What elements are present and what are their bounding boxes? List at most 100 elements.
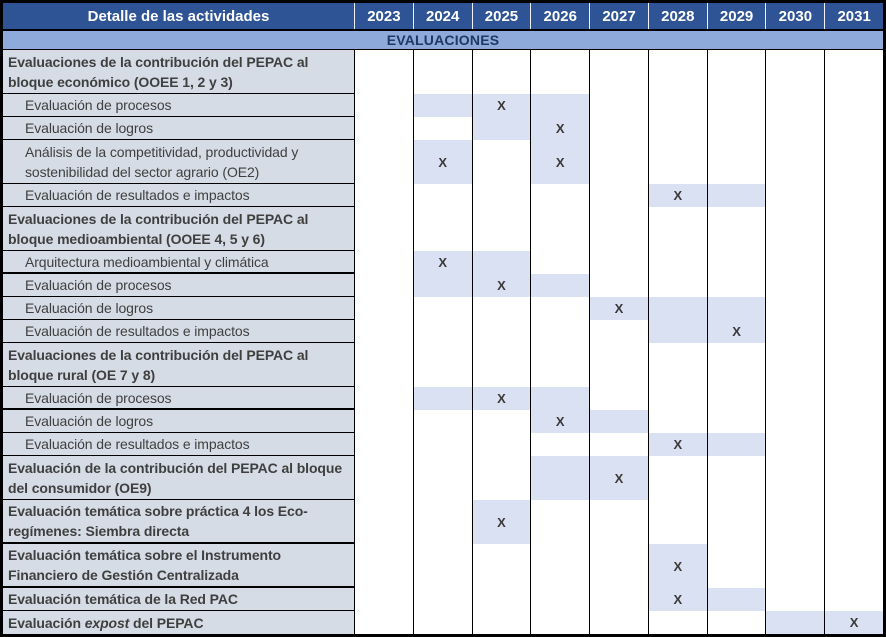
- gantt-cell-2029: [707, 343, 767, 387]
- gantt-cell-2023: [355, 500, 414, 544]
- gantt-cell-2028: [648, 410, 708, 433]
- gantt-cell-2029: [707, 410, 767, 433]
- gantt-cell-2023: [355, 387, 414, 410]
- table-row: Evaluación de procesos X: [3, 274, 883, 297]
- section-band-evaluaciones: EVALUACIONES: [3, 31, 883, 50]
- milestone-x-mark: X: [497, 278, 506, 293]
- gantt-cell-2028: [648, 343, 708, 387]
- gantt-cell-2026: [531, 456, 591, 500]
- milestone-x-mark: X: [497, 391, 506, 406]
- milestone-x-mark: X: [438, 154, 447, 170]
- gantt-cell-2031: [825, 433, 883, 456]
- gantt-cell-2024: X: [413, 140, 473, 184]
- table-header-row: Detalle de las actividades 2023 2024 202…: [3, 3, 883, 31]
- gantt-cell-2030: [766, 588, 826, 611]
- gantt-cell-2027: [590, 387, 649, 410]
- gantt-cell-2027: [590, 50, 649, 94]
- gantt-cell-2031: [825, 544, 883, 588]
- gantt-cell-2025: [472, 140, 532, 184]
- gantt-cell-2023: [355, 433, 414, 456]
- gantt-cell-2028: [648, 387, 708, 410]
- gantt-cell-2023: [355, 297, 414, 320]
- gantt-cell-2026: [531, 184, 591, 207]
- gantt-cell-2031: X: [825, 611, 883, 634]
- gantt-cell-2030: [766, 274, 826, 297]
- gantt-cell-2028: [648, 297, 708, 320]
- gantt-cell-2030: [766, 207, 826, 251]
- gantt-cell-2029: [707, 207, 767, 251]
- gantt-cell-2030: [766, 50, 826, 94]
- gantt-cell-2026: [531, 500, 591, 544]
- gantt-cell-2023: [355, 274, 414, 297]
- row-label: Evaluación de procesos: [3, 274, 355, 297]
- gantt-cell-2025: [472, 544, 532, 588]
- gantt-cell-2026: [531, 297, 591, 320]
- year-header-2024: 2024: [414, 3, 473, 29]
- gantt-cell-2026: [531, 94, 591, 117]
- gantt-cell-2025: X: [472, 500, 532, 544]
- gantt-cell-2030: [766, 387, 826, 410]
- gantt-cell-2028: X: [648, 433, 708, 456]
- gantt-cell-2026: [531, 588, 591, 611]
- year-header-2030: 2030: [766, 3, 826, 29]
- gantt-cell-2025: [472, 297, 532, 320]
- gantt-cell-2026: [531, 251, 591, 274]
- gantt-cell-2031: [825, 50, 883, 94]
- gantt-cell-2031: [825, 207, 883, 251]
- gantt-cell-2025: [472, 50, 532, 94]
- gantt-cell-2028: [648, 251, 708, 274]
- gantt-cell-2027: [590, 274, 649, 297]
- gantt-cell-2025: [472, 251, 532, 274]
- gantt-cell-2031: [825, 588, 883, 611]
- gantt-cell-2030: [766, 544, 826, 588]
- milestone-x-mark: X: [497, 98, 506, 113]
- milestone-x-mark: X: [673, 437, 683, 452]
- gantt-cell-2031: [825, 320, 883, 343]
- gantt-cell-2031: [825, 117, 883, 140]
- year-header-2025: 2025: [473, 3, 532, 29]
- gantt-cell-2025: X: [472, 94, 532, 117]
- gantt-cell-2025: X: [472, 274, 532, 297]
- table-row: Evaluaciones de la contribución del PEPA…: [3, 207, 883, 251]
- gantt-cell-2029: [707, 387, 767, 410]
- gantt-cell-2030: [766, 456, 826, 500]
- gantt-cell-2024: [413, 433, 473, 456]
- gantt-cell-2027: X: [590, 297, 649, 320]
- gantt-cell-2028: X: [648, 588, 708, 611]
- gantt-cell-2025: [472, 433, 532, 456]
- gantt-cell-2031: [825, 456, 883, 500]
- gantt-cell-2029: [707, 544, 767, 588]
- gantt-cell-2029: [707, 588, 767, 611]
- gantt-cell-2027: X: [590, 456, 649, 500]
- gantt-cell-2029: [707, 117, 767, 140]
- row-label: Análisis de la competitividad, productiv…: [3, 140, 355, 184]
- gantt-cell-2023: [355, 184, 414, 207]
- gantt-cell-2029: [707, 184, 767, 207]
- table-row: Evaluación de procesos X: [3, 94, 883, 117]
- gantt-cell-2026: [531, 50, 591, 94]
- gantt-cell-2024: [413, 500, 473, 544]
- year-header-2029: 2029: [708, 3, 767, 29]
- gantt-cell-2026: X: [531, 140, 591, 184]
- gantt-cell-2031: [825, 410, 883, 433]
- row-label: Evaluación de procesos: [3, 387, 355, 410]
- table-row: Evaluaciones de la contribución del PEPA…: [3, 50, 883, 94]
- table-row: Arquitectura medioambiental y climática X: [3, 251, 883, 274]
- row-label: Evaluación de la contribución del PEPAC …: [3, 456, 355, 500]
- gantt-cell-2024: [413, 297, 473, 320]
- year-header-2028: 2028: [649, 3, 708, 29]
- gantt-cell-2028: [648, 94, 708, 117]
- row-label: Evaluaciones de la contribución del PEPA…: [3, 343, 355, 387]
- gantt-cell-2023: [355, 410, 414, 433]
- gantt-cell-2030: [766, 94, 826, 117]
- row-label: Evaluación de logros: [3, 117, 355, 140]
- gantt-cell-2029: [707, 500, 767, 544]
- gantt-cell-2028: [648, 611, 708, 634]
- gantt-cell-2028: [648, 140, 708, 184]
- gantt-cell-2023: [355, 117, 414, 140]
- gantt-cell-2024: [413, 94, 473, 117]
- gantt-cell-2030: [766, 140, 826, 184]
- gantt-cell-2029: [707, 611, 767, 634]
- row-label: Evaluación de procesos: [3, 94, 355, 117]
- milestone-x-mark: X: [555, 154, 565, 170]
